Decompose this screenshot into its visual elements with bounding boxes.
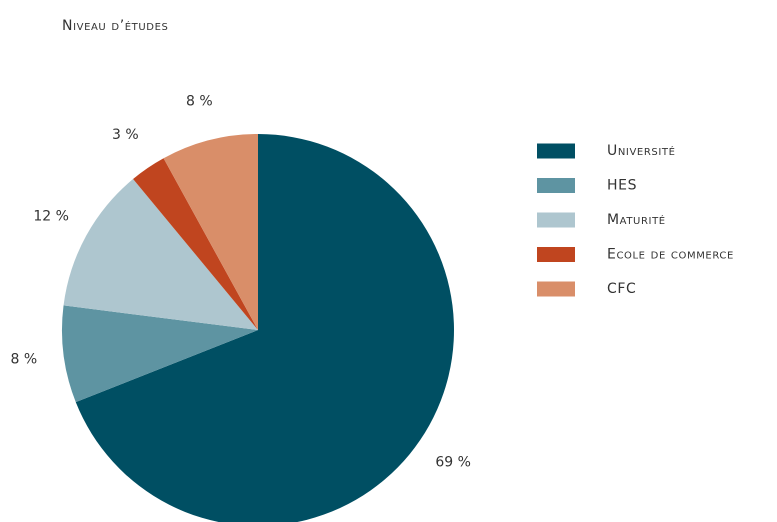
legend-label: CFC [607, 281, 636, 297]
legend-label: HES [607, 178, 637, 194]
pie-slice [62, 305, 259, 403]
data-label: 69 % [435, 455, 471, 471]
data-label: 12 % [33, 208, 69, 224]
pie-slice [163, 134, 258, 330]
legend-label: Maturité [607, 212, 666, 228]
pie-slice [133, 158, 258, 330]
data-label: 3 % [112, 127, 139, 143]
legend-label: Université [607, 143, 676, 159]
chart-title: Niveau d’études [62, 18, 168, 34]
legend-swatch [537, 212, 575, 228]
data-label: 8 % [186, 93, 213, 109]
pie-slice [75, 134, 454, 522]
data-label: 8 % [11, 352, 38, 368]
legend-swatch [537, 247, 575, 262]
pie-slice [63, 178, 258, 330]
legend-label: Ecole de commerce [607, 247, 734, 263]
legend-swatch [537, 178, 575, 193]
legend-swatch [537, 143, 575, 159]
legend-swatch [537, 281, 575, 297]
